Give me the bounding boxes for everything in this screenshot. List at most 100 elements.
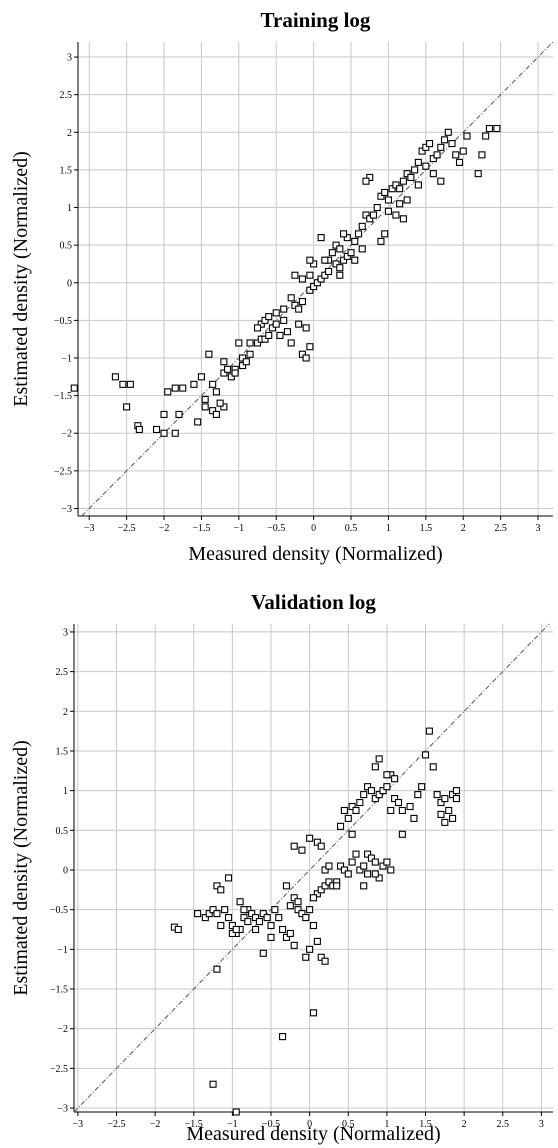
data-point [325,862,333,870]
data-point [478,151,486,159]
data-point [387,806,395,815]
y-tick-label: 1 [63,786,68,797]
data-point [317,886,325,894]
data-point [310,282,318,291]
data-point [263,914,271,922]
data-point [246,350,254,358]
data-point [392,211,400,219]
data-point [422,143,430,151]
data-point [354,230,363,238]
data-point [276,331,284,339]
data-point [356,866,364,874]
data-point [379,862,387,870]
data-point [437,798,445,807]
data-point [174,925,182,934]
y-tick-label: 0 [63,865,68,876]
data-point [463,132,471,140]
data-point [201,395,209,403]
data-point [253,324,262,332]
data-point [171,429,179,437]
data-point [336,862,345,870]
data-point [396,200,404,208]
data-point [347,249,355,257]
data-point [212,388,220,396]
data-point [175,410,183,418]
data-point [259,910,267,918]
data-point [194,910,202,918]
data-point [306,343,314,351]
data-point [367,854,375,862]
data-point [440,136,449,144]
data-point [261,316,269,324]
x-axis-label: Measured density (Normalized) [186,1123,440,1145]
data-point [325,878,333,886]
data-point [394,798,403,807]
data-point [332,260,340,268]
data-point [387,866,395,874]
data-point [255,918,263,926]
data-point [294,898,302,906]
x-tick-label: 1 [384,1119,389,1130]
data-point [232,925,240,934]
x-tick-label: −0.5 [262,1119,280,1130]
data-point [228,929,236,938]
data-point [411,166,419,174]
data-point [403,196,411,204]
data-point [313,890,321,898]
data-point [343,234,351,242]
y-tick-label: −2.5 [50,1064,68,1075]
data-point [209,380,217,388]
data-point [343,252,351,260]
data-point [267,921,275,930]
data-point [240,906,248,914]
data-point [209,407,217,415]
data-point [398,830,406,838]
data-point [257,320,265,328]
data-point [232,1108,240,1116]
x-tick-label: −2 [159,523,170,534]
data-point [358,245,366,253]
data-point [216,399,224,407]
data-point [306,256,314,264]
data-point [325,267,333,276]
data-point [194,418,202,426]
data-point [265,331,273,339]
data-point [160,429,168,437]
data-point [261,335,269,343]
data-point [295,305,303,313]
data-point [366,173,374,181]
y-tick-label: −1.5 [50,985,68,996]
x-tick-label: −2.5 [118,523,136,534]
data-point [135,425,143,434]
x-tick-label: −1 [227,1119,238,1130]
data-point [190,380,198,388]
data-point [287,339,295,347]
chart-title: Validation log [251,590,376,614]
data-point [348,830,356,838]
data-point [286,902,294,910]
data-point [351,237,359,245]
y-tick-label: −2 [61,429,72,440]
y-tick-label: 3 [67,53,72,64]
data-point [340,256,348,264]
data-point [360,791,368,799]
y-tick-label: −0.5 [50,905,68,916]
y-tick-label: 2 [67,128,72,139]
data-point [429,170,437,178]
data-point [375,791,383,799]
x-tick-label: −1.5 [192,523,210,534]
data-point [398,806,406,815]
data-point [213,882,221,890]
data-point [160,410,168,418]
y-tick-label: −1.5 [54,391,72,402]
data-point [282,882,291,890]
y-tick-label: 1.5 [56,746,69,757]
data-point [119,380,127,388]
data-point [321,882,329,890]
data-point [396,185,404,193]
data-point [377,192,385,200]
data-point [252,925,260,934]
y-tick-label: −2 [57,1024,68,1035]
data-point [217,921,225,930]
data-point [126,380,134,388]
